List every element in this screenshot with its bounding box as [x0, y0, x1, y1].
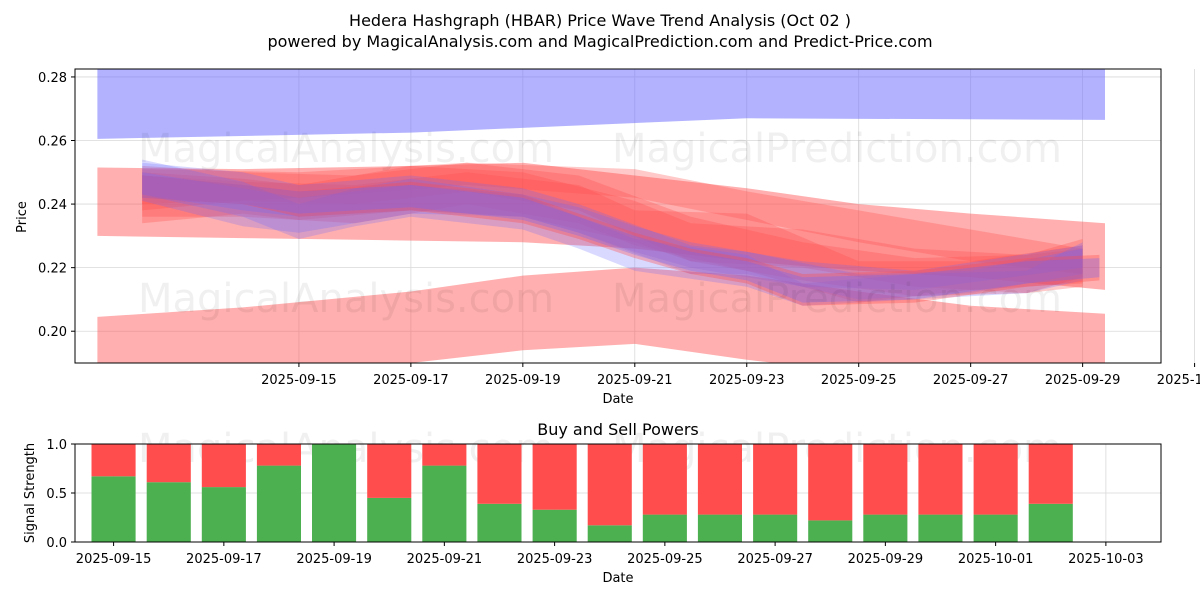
buy-bar	[863, 514, 908, 542]
bottom-xtick-label: 2025-09-27	[737, 552, 813, 567]
bottom-xtick-label: 2025-09-25	[627, 552, 703, 567]
sell-bar	[1028, 444, 1073, 504]
buy-bar	[367, 497, 412, 542]
top-bands	[97, 69, 1105, 363]
band-red-wave-4	[142, 162, 1083, 274]
buy-bar	[256, 465, 301, 542]
sell-bar	[808, 444, 853, 521]
buy-bar	[422, 465, 467, 542]
sell-bar	[422, 444, 467, 466]
price-chart-panel: 2025-09-15 2025-09-17 2025-09-19 2025-09-21…	[38, 68, 1200, 388]
top-xtick-label: 2025-09-29	[1045, 373, 1121, 388]
bottom-xtick-label: 2025-10-03	[1068, 552, 1144, 567]
watermark-text: MagicalAnalysis.com	[138, 126, 554, 172]
sell-bar	[973, 444, 1018, 515]
top-xtick-label: 2025-10-01	[1157, 373, 1200, 388]
sell-bar	[146, 444, 191, 483]
buy-bar	[532, 509, 577, 542]
band-red-envelope-lower	[97, 267, 1105, 363]
top-ylabel: Price	[15, 201, 30, 233]
bottom-xtick-label: 2025-09-21	[407, 552, 483, 567]
bottom-xtick-label: 2025-09-15	[76, 552, 152, 567]
top-ytick-label: 0.26	[38, 135, 67, 150]
buy-bar	[697, 514, 742, 542]
bottom-xtick-label: 2025-09-19	[296, 552, 372, 567]
top-xlabel: Date	[602, 392, 633, 407]
top-ytick-label: 0.28	[38, 71, 67, 86]
top-xtick-label: 2025-09-27	[933, 373, 1009, 388]
sell-bar	[532, 444, 577, 510]
band-red-envelope-upper	[97, 162, 1105, 290]
band-blue-wave-1	[142, 159, 1083, 306]
bottom-ytick-label: 0.5	[46, 487, 67, 502]
buy-bar	[587, 525, 632, 542]
top-xtick-label: 2025-09-15	[261, 373, 337, 388]
buy-bar	[201, 487, 246, 542]
chart-subtitle: powered by MagicalAnalysis.com and Magic…	[267, 32, 932, 51]
top-xtick-label: 2025-09-17	[373, 373, 449, 388]
top-xtick-label: 2025-09-23	[709, 373, 785, 388]
band-red-wave-3	[142, 172, 1083, 303]
top-plot-frame	[74, 68, 1162, 364]
bottom-plot-frame	[74, 443, 1162, 543]
buy-bar	[973, 514, 1018, 542]
top-ytick-label: 0.22	[38, 262, 67, 277]
sell-bar	[91, 444, 136, 477]
top-ytick-label: 0.20	[38, 325, 67, 340]
band-purple-core-red	[142, 175, 1100, 306]
bottom-xtick-label: 2025-09-23	[517, 552, 593, 567]
sell-bar	[753, 444, 798, 515]
band-blue-wave-3	[142, 172, 1083, 290]
buy-bar	[642, 514, 687, 542]
watermark-text: MagicalPrediction.com	[612, 126, 1062, 172]
sell-bar	[918, 444, 963, 515]
buy-bar	[1028, 503, 1073, 542]
buy-bar	[91, 476, 136, 542]
sell-bar	[477, 444, 522, 504]
buy-bar	[808, 520, 853, 542]
bottom-xlabel: Date	[602, 571, 633, 586]
top-xtick-label: 2025-09-19	[485, 373, 561, 388]
band-red-wave-1	[142, 165, 1083, 294]
top-xtick-label: 2025-09-25	[821, 373, 897, 388]
bottom-ylabel: Signal Strength	[23, 443, 38, 543]
chart-title: Hedera Hashgraph (HBAR) Price Wave Trend…	[349, 11, 851, 30]
buy-bar	[753, 514, 798, 542]
buy-bar	[918, 514, 963, 542]
bottom-title: Buy and Sell Powers	[537, 420, 699, 439]
band-blue-wave-2	[142, 162, 1083, 300]
top-ytick-label: 0.24	[38, 198, 67, 213]
buy-bar	[146, 482, 191, 542]
sell-bar	[201, 444, 246, 488]
band-upper-blue-band	[97, 69, 1105, 139]
bottom-xtick-label: 2025-10-01	[958, 552, 1034, 567]
buy-bar	[477, 503, 522, 542]
bottom-xtick-label: 2025-09-29	[848, 552, 924, 567]
sell-bar	[642, 444, 687, 515]
watermark-text: MagicalAnalysis.com	[138, 276, 554, 322]
buy-bar	[312, 444, 357, 542]
sell-bar	[863, 444, 908, 515]
signal-chart-panel: 2025-09-15 2025-09-17 2025-09-19 2025-09-21…	[46, 426, 1162, 567]
band-purple-core-blue	[142, 175, 1100, 303]
bottom-ytick-label: 1.0	[46, 438, 67, 453]
band-red-wave-2	[142, 162, 1083, 297]
bottom-ytick-label: 0.0	[46, 536, 67, 551]
sell-bar	[367, 444, 412, 498]
sell-bar	[587, 444, 632, 526]
top-xtick-label: 2025-09-21	[597, 373, 673, 388]
watermark-text: MagicalPrediction.com	[612, 276, 1062, 322]
sell-bar	[697, 444, 742, 515]
bottom-xtick-label: 2025-09-17	[186, 552, 262, 567]
sell-bar	[256, 444, 301, 466]
